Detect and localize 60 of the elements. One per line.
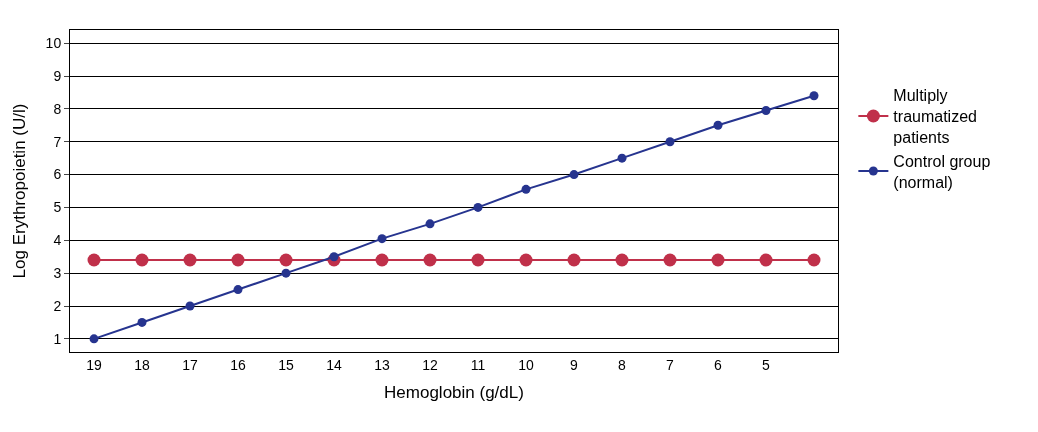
- y-tick-label: 9: [53, 67, 62, 84]
- x-tick-label: 14: [326, 356, 342, 373]
- y-tick-label: 4: [53, 232, 62, 249]
- point: [759, 253, 773, 267]
- point: [807, 253, 821, 267]
- x-axis-title: Hemoglobin (g/dL): [384, 383, 524, 403]
- x-tick-label: 11: [470, 356, 486, 373]
- y-tick-label: 10: [45, 35, 62, 52]
- point: [425, 219, 435, 229]
- point: [183, 253, 197, 267]
- y-tick-label: 6: [53, 166, 62, 183]
- point: [231, 253, 245, 267]
- y-tick-label: 1: [53, 330, 62, 347]
- x-tick-label: 12: [422, 356, 438, 373]
- point: [185, 301, 195, 311]
- point: [809, 91, 819, 101]
- x-tick-label: 6: [714, 356, 723, 373]
- x-tick-label: 9: [570, 356, 579, 373]
- x-tick-label: 19: [86, 356, 102, 373]
- point: [89, 334, 99, 344]
- point: [761, 106, 771, 115]
- x-tick-label: 10: [518, 356, 534, 373]
- point: [329, 252, 339, 262]
- point: [569, 170, 579, 180]
- x-tick-label: 5: [762, 356, 771, 373]
- y-tick-label: 5: [53, 199, 62, 216]
- x-tick-label: 7: [666, 356, 675, 373]
- point: [471, 253, 485, 267]
- point: [711, 253, 725, 267]
- y-tick-label: 8: [53, 100, 62, 117]
- point: [713, 120, 723, 130]
- point: [423, 253, 437, 267]
- y-tick-label: 3: [53, 265, 62, 282]
- x-tick-label: 8: [618, 356, 627, 373]
- point: [137, 317, 147, 327]
- point: [567, 253, 581, 267]
- point: [375, 253, 389, 267]
- point: [135, 253, 149, 267]
- y-tick-label: 7: [53, 133, 62, 150]
- x-tick-label: 15: [278, 356, 294, 373]
- x-tick-label: 18: [134, 356, 150, 373]
- legend-label: Control group (normal): [893, 152, 991, 191]
- point: [87, 253, 101, 267]
- point: [663, 253, 677, 267]
- point: [519, 253, 533, 267]
- point: [473, 202, 483, 212]
- x-tick-label: 13: [374, 356, 390, 373]
- point: [233, 285, 243, 295]
- point: [521, 184, 531, 194]
- y-axis-title: Log Erythropoietin (U/l): [10, 103, 30, 279]
- x-tick-label: 17: [182, 356, 198, 373]
- point: [615, 253, 629, 267]
- point: [279, 253, 293, 267]
- point: [617, 153, 627, 163]
- point: [281, 268, 291, 278]
- point: [665, 137, 675, 147]
- x-tick-label: 16: [230, 356, 246, 373]
- point: [377, 234, 387, 244]
- y-tick-label: 2: [53, 297, 62, 314]
- legend-label: Multiply traumatized patients: [893, 87, 977, 147]
